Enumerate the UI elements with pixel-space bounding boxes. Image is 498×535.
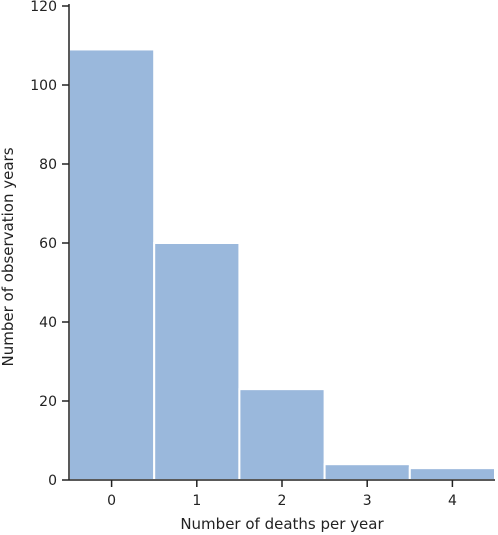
y-axis: 0 20 40 60 80 100 120 xyxy=(30,0,70,489)
x-axis-title: Number of deaths per year xyxy=(180,515,384,533)
y-tick-label: 0 xyxy=(48,473,57,489)
x-axis: 0 1 2 3 4 xyxy=(69,479,495,509)
bar-3 xyxy=(323,463,411,482)
bars-group xyxy=(68,48,496,482)
y-tick-label: 20 xyxy=(39,394,57,410)
y-tick-label: 80 xyxy=(39,157,57,173)
x-tick-label: 4 xyxy=(448,493,457,509)
bar-0 xyxy=(68,48,156,481)
x-tick-label: 2 xyxy=(278,493,287,509)
x-tick-label: 3 xyxy=(363,493,372,509)
y-tick-label: 60 xyxy=(39,236,57,252)
y-tick-label: 40 xyxy=(39,315,57,331)
y-tick-label: 120 xyxy=(30,0,57,15)
bar-2 xyxy=(238,388,326,481)
y-tick-label: 100 xyxy=(30,78,57,94)
y-axis-title: Number of observation years xyxy=(0,147,17,366)
bar-4 xyxy=(408,467,496,481)
bar-1 xyxy=(153,242,241,481)
x-tick-label: 0 xyxy=(107,493,116,509)
x-tick-label: 1 xyxy=(192,493,201,509)
